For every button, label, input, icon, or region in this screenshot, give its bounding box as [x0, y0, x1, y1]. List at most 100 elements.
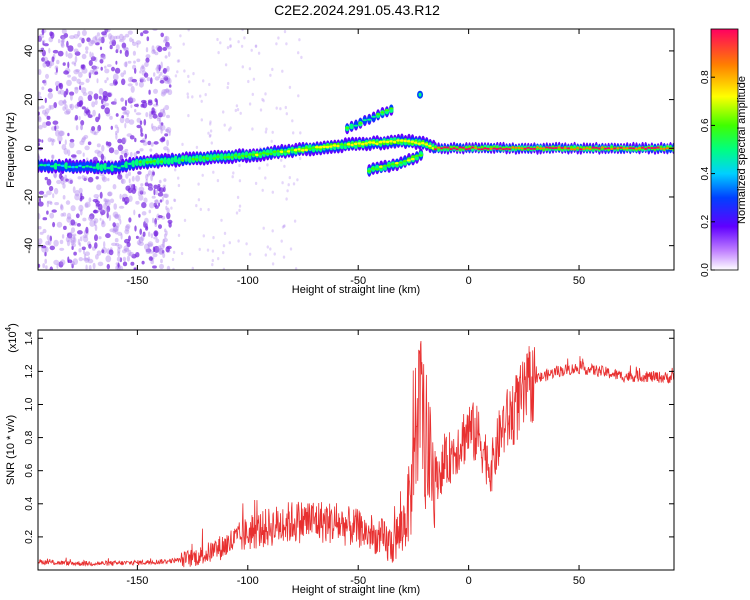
spectrogram-noise-speck: [95, 176, 99, 180]
spectrogram-noise-speck: [140, 65, 146, 72]
spectrogram-noise-speck: [165, 36, 168, 43]
spectrogram-ridge-blob: [579, 148, 583, 151]
spectrogram-noise-speck: [52, 221, 56, 228]
spectrogram-noise-speck: [258, 166, 261, 170]
spectrogram-branch-blob: [384, 109, 390, 112]
spectrogram-noise-speck: [229, 44, 232, 48]
spectrogram-ridge-blob: [261, 151, 267, 155]
spectrogram-noise-speck: [159, 263, 164, 270]
spectrogram-xlabel: Height of straight line (km): [292, 284, 420, 296]
spectrogram-noise-speck: [98, 236, 102, 240]
spectrogram-x-tick-label: -100: [237, 275, 259, 287]
spectrogram-noise-speck: [298, 38, 301, 42]
spectrogram-noise-speck: [138, 236, 141, 242]
spectrogram-ridge-blob: [378, 140, 383, 144]
spectrogram-noise-speck: [183, 69, 186, 73]
spectrogram-noise-speck: [38, 115, 41, 121]
spectrogram-branch-blob: [414, 154, 420, 157]
spectrogram-noise-speck: [69, 237, 76, 244]
spectrogram-noise-speck: [42, 39, 46, 44]
spectrogram-noise-speck: [121, 137, 127, 144]
spectrogram-noise-speck: [123, 61, 128, 68]
spectrogram-ridge-blob: [458, 147, 462, 151]
spectrogram-noise-speck: [65, 200, 71, 205]
spectrogram-noise-speck: [131, 175, 135, 182]
spectrogram-noise-speck: [137, 190, 141, 197]
spectrogram-noise-speck: [177, 183, 181, 188]
spectrogram-noise-speck: [124, 33, 130, 38]
spectrogram-noise-speck: [204, 93, 207, 97]
spectrogram-noise-speck: [238, 204, 242, 208]
spectrogram-noise-speck: [207, 208, 210, 212]
spectrogram-noise-speck: [56, 179, 62, 185]
spectrogram-noise-speck: [165, 41, 170, 48]
spectrogram-noise-speck: [94, 99, 98, 106]
spectrogram-ridge-blob: [449, 148, 453, 151]
spectrogram-ridge-blob: [613, 147, 617, 150]
spectrogram-noise-speck: [162, 193, 168, 198]
spectrogram-noise-speck: [46, 234, 50, 241]
spectrogram-noise-speck: [127, 30, 133, 35]
snr-panel: -150 -100 -50 0 50 0.2 0.4 0.6 0.8 1.0 1.2 1.4 Hei…: [4, 323, 675, 596]
spectrogram-noise-speck: [107, 191, 113, 197]
spectrogram-branch-blob: [349, 124, 354, 127]
spectrogram-noise-speck: [289, 247, 293, 251]
spectrogram-noise-speck: [140, 32, 144, 37]
spectrogram-noise-speck: [247, 79, 250, 84]
spectrogram-noise-speck: [200, 99, 203, 103]
spectrogram-noise-speck: [75, 213, 80, 219]
spectrogram-ridge-blob: [554, 147, 558, 149]
spectrogram-noise-speck: [41, 86, 45, 91]
spectrogram-ridge-blob: [42, 164, 48, 167]
spectrogram-branch-blob: [353, 124, 359, 127]
spectrogram-noise-speck: [54, 71, 58, 76]
spectrogram-ridge-blob: [560, 146, 564, 149]
spectrogram-noise-speck: [160, 128, 163, 134]
spectrogram-noise-speck: [180, 251, 184, 256]
spectrogram-ridge-blob: [385, 140, 390, 144]
spectrogram-noise-speck: [104, 68, 110, 74]
spectrogram-noise-speck: [223, 231, 227, 235]
spectrogram-ridge-blob: [625, 147, 629, 150]
spectrogram-noise-speck: [159, 80, 165, 84]
spectrogram-ridge-blob: [477, 148, 481, 151]
spectrogram-ridge-blob: [230, 156, 235, 159]
spectrogram-noise-speck: [162, 238, 165, 244]
spectrogram-noise-speck: [148, 231, 151, 237]
spectrogram-ridge-blob: [64, 165, 69, 168]
spectrogram-noise-speck: [261, 97, 264, 102]
spectrogram-noise-speck: [135, 200, 140, 205]
spectrogram-noise-speck: [288, 176, 291, 180]
snr-x-tick-label: 50: [573, 575, 585, 587]
spectrogram-noise-speck: [85, 46, 89, 51]
spectrogram-noise-speck: [126, 113, 129, 118]
spectrogram-noise-speck: [91, 101, 96, 108]
spectrogram-ridge-blob: [647, 146, 651, 149]
spectrogram-noise-speck: [238, 208, 241, 212]
spectrogram-noise-speck: [136, 58, 141, 63]
spectrogram-noise-speck: [97, 124, 102, 132]
snr-y-tick-label: 1.0: [24, 397, 35, 411]
spectrogram-noise-speck: [287, 183, 290, 187]
spectrogram-ridge-blob: [461, 146, 465, 149]
spectrogram-noise-speck: [77, 42, 82, 48]
spectrogram-noise-speck: [152, 265, 157, 269]
spectrogram-noise-speck: [38, 36, 42, 43]
spectrogram-noise-speck: [125, 173, 129, 179]
spectrogram-noise-speck: [89, 213, 95, 220]
spectrogram-noise-speck: [297, 51, 300, 55]
spectrogram-noise-speck: [117, 174, 123, 180]
spectrogram-ridge-blob: [480, 148, 484, 151]
spectrogram-noise-speck: [65, 88, 69, 95]
spectrogram-noise-speck: [121, 115, 125, 119]
spectrogram-ridge-blob: [269, 152, 274, 156]
spectrogram-noise-speck: [217, 257, 220, 261]
spectrogram-noise-speck: [121, 178, 124, 184]
spectrogram-noise-speck: [119, 219, 122, 225]
spectrogram-ridge-blob: [622, 147, 626, 150]
spectrogram-noise-speck: [51, 209, 57, 213]
spectrogram-noise-speck: [82, 152, 85, 157]
spectrogram-noise-speck: [114, 124, 118, 129]
spectrogram-ridge-blob: [297, 148, 302, 151]
spectrogram-noise-speck: [156, 117, 161, 122]
